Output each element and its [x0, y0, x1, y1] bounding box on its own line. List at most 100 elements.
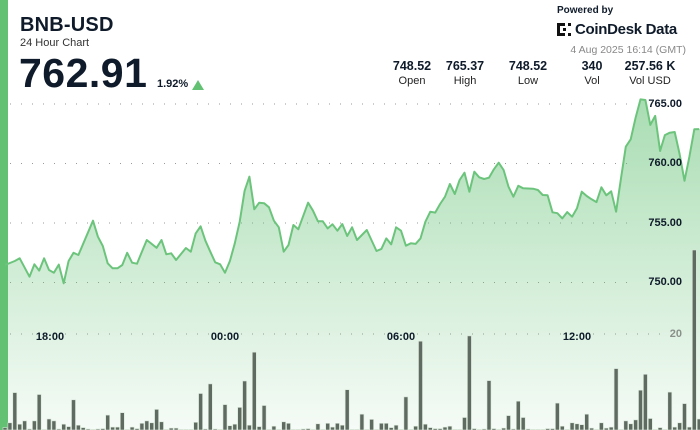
volume-bar — [242, 380, 247, 430]
time-tick-label: 06:00 — [386, 331, 416, 343]
volume-bar — [559, 425, 565, 430]
volume-bar — [193, 421, 198, 430]
volume-bar — [379, 422, 384, 430]
volume-bar — [51, 420, 57, 430]
time-tick-label: 18:00 — [35, 331, 65, 343]
volume-bar — [359, 413, 365, 430]
volume-bar — [36, 394, 42, 430]
volume-bar — [383, 422, 389, 430]
volume-bar — [129, 426, 135, 430]
volume-bar — [271, 425, 277, 430]
volume-bar — [100, 428, 106, 430]
volume-bar — [442, 426, 448, 430]
volume-bar — [339, 424, 345, 430]
volume-bar — [256, 426, 262, 430]
volume-bar — [486, 380, 492, 430]
volume-bar — [403, 396, 409, 430]
volume-bar — [281, 421, 287, 430]
volume-bar — [501, 427, 506, 430]
volume-bar — [506, 415, 511, 430]
volume-bar — [657, 427, 663, 430]
volume-bar — [61, 423, 67, 430]
volume-bar — [261, 405, 267, 430]
volume-bar — [471, 428, 477, 430]
volume-bar — [672, 426, 678, 430]
volume-bar — [491, 428, 497, 430]
volume-bar — [198, 393, 203, 430]
accent-bar — [0, 0, 8, 430]
volume-bar — [232, 423, 238, 430]
volume-bar — [32, 420, 37, 430]
volume-bar — [437, 428, 443, 430]
volume-bar — [623, 420, 629, 430]
volume-bar — [110, 426, 115, 430]
volume-bar — [423, 423, 428, 430]
volume-bars — [2, 249, 700, 430]
volume-bar — [247, 424, 252, 430]
stat-label: Vol — [584, 75, 600, 87]
volume-bar — [603, 427, 609, 430]
stat-label: Open — [398, 75, 426, 87]
volume-bar — [139, 422, 145, 430]
volume-bar — [305, 428, 311, 430]
stat-value: 340 — [581, 59, 603, 73]
volume-bar — [173, 427, 179, 430]
volume-bar — [633, 419, 638, 430]
volume-bar — [144, 420, 150, 430]
time-tick-label: 00:00 — [210, 331, 240, 343]
price-tick-label: 755.00 — [648, 217, 682, 229]
volume-bar — [393, 424, 399, 430]
volume-bar — [369, 419, 374, 430]
volume-bar — [388, 427, 394, 430]
volume-bar — [682, 403, 687, 430]
stat-value: 765.37 — [445, 59, 485, 73]
volume-bar — [344, 389, 350, 430]
coindesk-logo-icon — [557, 23, 571, 36]
stat-high: 765.37 High — [430, 59, 500, 87]
chart-subtitle: 24 Hour Chart — [20, 37, 90, 49]
volume-bar — [687, 426, 692, 430]
volume-bar — [335, 422, 340, 430]
change-percent: 1.92% — [157, 78, 189, 90]
price-tick-label: 750.00 — [648, 276, 682, 288]
volume-bar — [520, 417, 526, 430]
volume-bar — [418, 340, 423, 430]
price-area — [2, 99, 700, 430]
volume-bar — [154, 409, 159, 430]
volume-tick-label: 20 — [669, 328, 682, 340]
volume-bar — [584, 413, 590, 430]
current-price: 762.91 — [19, 50, 148, 96]
volume-bar — [574, 423, 580, 430]
volume-bar — [22, 420, 27, 430]
coindesk-logo: CoinDesk Data — [557, 21, 677, 38]
stat-value: 257.56 K — [624, 59, 676, 73]
stat-label: Low — [517, 75, 539, 87]
volume-bar — [252, 351, 257, 430]
volume-bar — [286, 422, 291, 430]
volume-bar — [134, 428, 140, 430]
volume-bar — [12, 392, 18, 430]
volume-bar — [691, 249, 697, 430]
volume-bar — [413, 425, 418, 430]
volume-bar — [677, 422, 682, 430]
price-tick-label: 765.00 — [648, 98, 682, 110]
volume-bar — [222, 404, 228, 430]
volume-bar — [643, 373, 648, 430]
volume-bar — [545, 428, 550, 430]
price-line — [4, 98, 700, 285]
timestamp: 4 Aug 2025 16:14 (GMT) — [570, 44, 686, 56]
volume-bar — [159, 421, 164, 430]
volume-bar — [46, 418, 52, 430]
stat-label: Vol USD — [629, 75, 671, 87]
volume-bar — [149, 422, 154, 430]
volume-bar — [579, 424, 585, 430]
powered-by-label: Powered by — [557, 5, 614, 16]
volume-bar — [550, 428, 555, 430]
stat-low: 748.52 Low — [493, 59, 563, 87]
volume-bar — [208, 383, 213, 430]
volume-bar — [647, 418, 653, 430]
volume-bar — [66, 426, 71, 430]
brand-name: CoinDesk Data — [575, 21, 677, 38]
volume-bar — [115, 426, 120, 430]
